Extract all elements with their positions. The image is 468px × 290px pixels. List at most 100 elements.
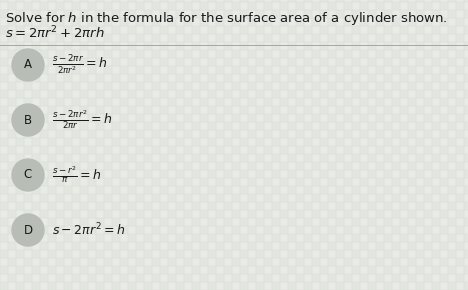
Bar: [280, 226, 288, 234]
Bar: [264, 50, 272, 58]
Bar: [376, 66, 384, 74]
Bar: [272, 106, 280, 114]
Bar: [328, 226, 336, 234]
Bar: [344, 98, 352, 106]
Bar: [128, 58, 136, 66]
Bar: [104, 178, 112, 186]
Bar: [416, 0, 424, 2]
Bar: [424, 178, 432, 186]
Bar: [88, 2, 96, 10]
Bar: [440, 98, 448, 106]
Bar: [320, 10, 328, 18]
Bar: [464, 234, 468, 242]
Bar: [128, 26, 136, 34]
Bar: [384, 122, 392, 130]
Bar: [40, 274, 48, 282]
Bar: [240, 282, 248, 290]
Bar: [208, 218, 216, 226]
Bar: [352, 74, 360, 82]
Bar: [424, 66, 432, 74]
Bar: [192, 186, 200, 194]
Bar: [280, 162, 288, 170]
Bar: [88, 274, 96, 282]
Bar: [344, 82, 352, 90]
Bar: [136, 82, 144, 90]
Bar: [304, 58, 312, 66]
Bar: [408, 226, 416, 234]
Bar: [120, 98, 128, 106]
Bar: [232, 226, 240, 234]
Bar: [408, 114, 416, 122]
Bar: [200, 178, 208, 186]
Bar: [424, 2, 432, 10]
Bar: [432, 138, 440, 146]
Bar: [40, 82, 48, 90]
Bar: [360, 274, 368, 282]
Bar: [264, 226, 272, 234]
Bar: [456, 226, 464, 234]
Bar: [88, 210, 96, 218]
Bar: [456, 130, 464, 138]
Bar: [360, 114, 368, 122]
Bar: [304, 234, 312, 242]
Bar: [448, 42, 456, 50]
Bar: [216, 178, 224, 186]
Bar: [112, 58, 120, 66]
Bar: [464, 74, 468, 82]
Bar: [176, 170, 184, 178]
Bar: [448, 218, 456, 226]
Bar: [128, 106, 136, 114]
Bar: [160, 42, 168, 50]
Bar: [384, 26, 392, 34]
Bar: [240, 170, 248, 178]
Bar: [56, 98, 64, 106]
Bar: [328, 210, 336, 218]
Bar: [272, 58, 280, 66]
Bar: [264, 162, 272, 170]
Bar: [16, 42, 24, 50]
Bar: [416, 10, 424, 18]
Bar: [304, 282, 312, 290]
Bar: [232, 210, 240, 218]
Bar: [312, 146, 320, 154]
Bar: [296, 242, 304, 250]
Bar: [64, 10, 72, 18]
Bar: [456, 50, 464, 58]
Bar: [344, 226, 352, 234]
Bar: [224, 26, 232, 34]
Bar: [432, 90, 440, 98]
Bar: [168, 82, 176, 90]
Bar: [144, 26, 152, 34]
Bar: [448, 186, 456, 194]
Bar: [328, 50, 336, 58]
Bar: [128, 42, 136, 50]
Bar: [288, 138, 296, 146]
Bar: [352, 138, 360, 146]
Bar: [432, 10, 440, 18]
Bar: [336, 234, 344, 242]
Bar: [120, 242, 128, 250]
Bar: [432, 202, 440, 210]
Bar: [128, 234, 136, 242]
Text: C: C: [24, 168, 32, 182]
Bar: [240, 106, 248, 114]
Bar: [128, 218, 136, 226]
Bar: [288, 26, 296, 34]
Bar: [232, 66, 240, 74]
Bar: [440, 178, 448, 186]
Bar: [72, 2, 80, 10]
Bar: [256, 10, 264, 18]
Bar: [48, 266, 56, 274]
Bar: [328, 146, 336, 154]
Bar: [312, 194, 320, 202]
Bar: [328, 258, 336, 266]
Bar: [168, 194, 176, 202]
Bar: [224, 266, 232, 274]
Bar: [248, 162, 256, 170]
Text: $\frac{s-2\pi r^2}{2\pi r} = h$: $\frac{s-2\pi r^2}{2\pi r} = h$: [52, 109, 112, 131]
Bar: [112, 186, 120, 194]
Bar: [32, 122, 40, 130]
Bar: [56, 2, 64, 10]
Bar: [168, 242, 176, 250]
Bar: [104, 146, 112, 154]
